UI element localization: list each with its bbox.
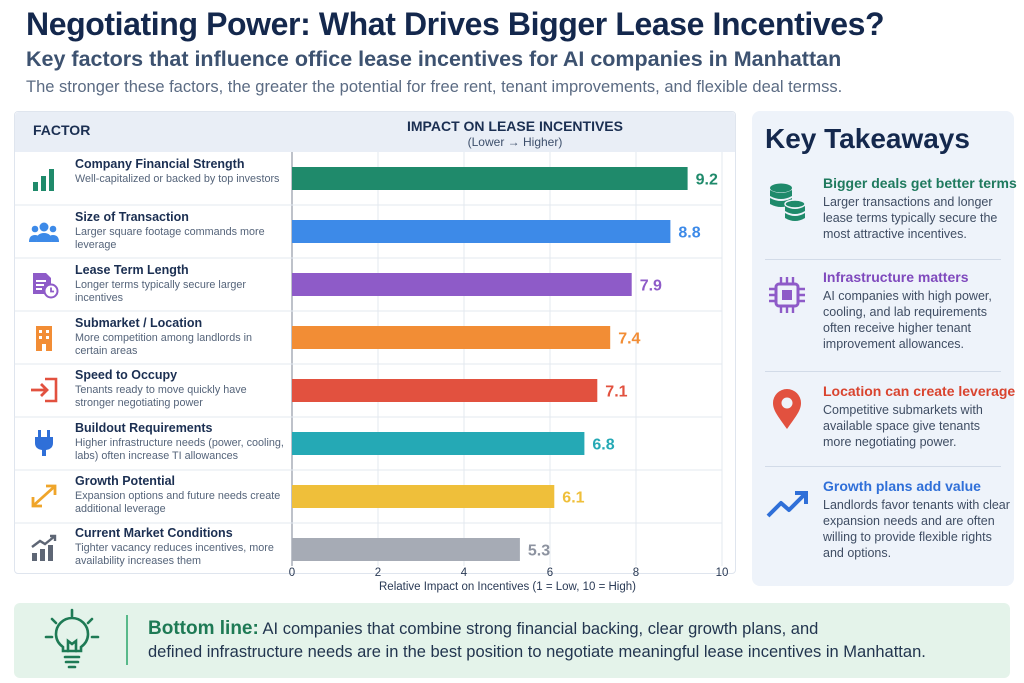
bar-chart-icon (33, 169, 54, 191)
takeaway-heading: Bigger deals get better terms (823, 175, 1017, 191)
factor-row: Lease Term Length Longer terms typically… (15, 259, 295, 312)
bar-chart-plot: 0 2 4 6 8 10 9.2 8.8 7.9 7.4 7.1 6.8 6.1 5.3 (14, 152, 729, 579)
bar-value-label: 6.8 (592, 437, 614, 454)
growth-chart-icon (31, 534, 57, 561)
chart-title: IMPACT ON LEASE INCENTIVES (407, 118, 623, 134)
x-tick-label: 6 (547, 567, 553, 579)
bar (292, 326, 611, 349)
building-icon (36, 326, 52, 351)
bottom-line-label: Bottom line: (148, 618, 259, 639)
factor-row: Company Financial Strength Well-capitali… (15, 153, 295, 206)
factor-row: Size of Transaction Larger square footag… (15, 206, 295, 259)
page-title: Negotiating Power: What Drives Bigger Le… (26, 6, 885, 42)
bar (292, 485, 555, 508)
takeaway-heading: Growth plans add value (823, 478, 981, 494)
takeaway-body: Larger transactions and longer lease ter… (823, 195, 998, 241)
factor-label: Current Market Conditions (75, 526, 233, 540)
takeaway-body: Landlords favor tenants with clear expan… (823, 498, 1010, 560)
factor-description: Longer terms typically secure larger inc… (75, 279, 247, 304)
bar (292, 379, 598, 402)
factor-row: Current Market Conditions Tighter vacanc… (15, 522, 295, 575)
x-axis-title: Relative Impact on Incentives (1 = Low, … (379, 581, 636, 593)
x-tick-label: 2 (375, 567, 381, 579)
bar-value-label: 6.1 (562, 490, 584, 507)
factor-description: More competition among landlords in cert… (75, 332, 253, 357)
page-description: The stronger these factors, the greater … (26, 78, 843, 96)
lightbulb-icon (44, 608, 100, 669)
bar-value-label: 7.4 (618, 331, 640, 348)
factor-description: Tighter vacancy reduces incentives, more… (75, 542, 274, 567)
factor-description: Larger square footage commands more leve… (75, 226, 265, 251)
factor-column-header: FACTOR (33, 122, 91, 138)
factor-label: Submarket / Location (75, 316, 203, 330)
bar (292, 167, 688, 190)
factor-row: Growth Potential Expansion options and f… (15, 470, 295, 523)
bottom-line-banner: Bottom line: AI companies that combine s… (14, 603, 1010, 678)
factor-row: Buildout Requirements Higher infrastruct… (15, 417, 295, 470)
x-tick-label: 8 (633, 567, 639, 579)
banner-divider (126, 615, 128, 665)
x-tick-label: 0 (289, 567, 295, 579)
trend-up-icon (766, 491, 808, 518)
bar (292, 538, 520, 561)
factor-description: Well-capitalized or backed by top invest… (75, 173, 280, 185)
takeaway-heading: Infrastructure matters (823, 269, 969, 285)
factor-row: Submarket / Location More competition am… (15, 312, 295, 365)
bar-value-label: 7.1 (605, 384, 627, 401)
factor-label: Speed to Occupy (75, 368, 178, 382)
bar-value-label: 8.8 (678, 225, 700, 242)
bottom-line-text: Bottom line: AI companies that combine s… (148, 617, 926, 664)
takeaway-heading: Location can create leverage (823, 383, 1016, 399)
factor-description: Tenants ready to move quickly have stron… (75, 384, 247, 409)
bar-value-label: 5.3 (528, 543, 550, 560)
factor-description: Expansion options and future needs creat… (75, 490, 281, 515)
factor-description: Higher infrastructure needs (power, cool… (75, 437, 284, 462)
plug-icon (35, 430, 53, 456)
chart-header: FACTOR IMPACT ON LEASE INCENTIVES (Lower… (15, 112, 735, 152)
bottom-line-text-1: AI companies that combine strong financi… (262, 620, 819, 638)
people-icon (29, 222, 59, 242)
coin-stack-icon (770, 183, 806, 221)
factor-label: Company Financial Strength (75, 157, 245, 171)
document-clock-icon (33, 273, 59, 299)
takeaway-divider (765, 466, 1001, 467)
page-subtitle: Key factors that influence office lease … (26, 47, 842, 71)
x-tick-label: 4 (461, 567, 468, 579)
exit-arrow-icon (31, 377, 58, 403)
factor-label: Growth Potential (75, 474, 175, 488)
factor-label: Size of Transaction (75, 210, 189, 224)
x-tick-label: 10 (716, 567, 729, 579)
takeaways-title: Key Takeaways (765, 123, 970, 154)
bar (292, 273, 632, 296)
takeaway-divider (765, 259, 1001, 260)
factor-label: Lease Term Length (75, 263, 189, 277)
chart-subtitle: (Lower → Higher) (467, 135, 563, 149)
chip-icon (769, 277, 805, 313)
takeaways-panel: Key Takeaways Bigger deals get better te… (752, 111, 1017, 586)
factor-label: Buildout Requirements (75, 421, 213, 435)
bar-value-label: 9.2 (696, 172, 718, 189)
bar (292, 432, 585, 455)
factor-row: Speed to Occupy Tenants ready to move qu… (15, 364, 295, 417)
takeaway-divider (765, 371, 1001, 372)
bar (292, 220, 671, 243)
bottom-line-text-2: defined infrastructure needs are in the … (148, 643, 926, 661)
bar-value-label: 7.9 (640, 278, 662, 295)
expand-arrows-icon (31, 484, 57, 508)
map-pin-icon (773, 389, 801, 429)
takeaway-body: Competitive submarkets with available sp… (823, 403, 983, 449)
takeaway-body: AI companies with high power, cooling, a… (823, 289, 992, 351)
